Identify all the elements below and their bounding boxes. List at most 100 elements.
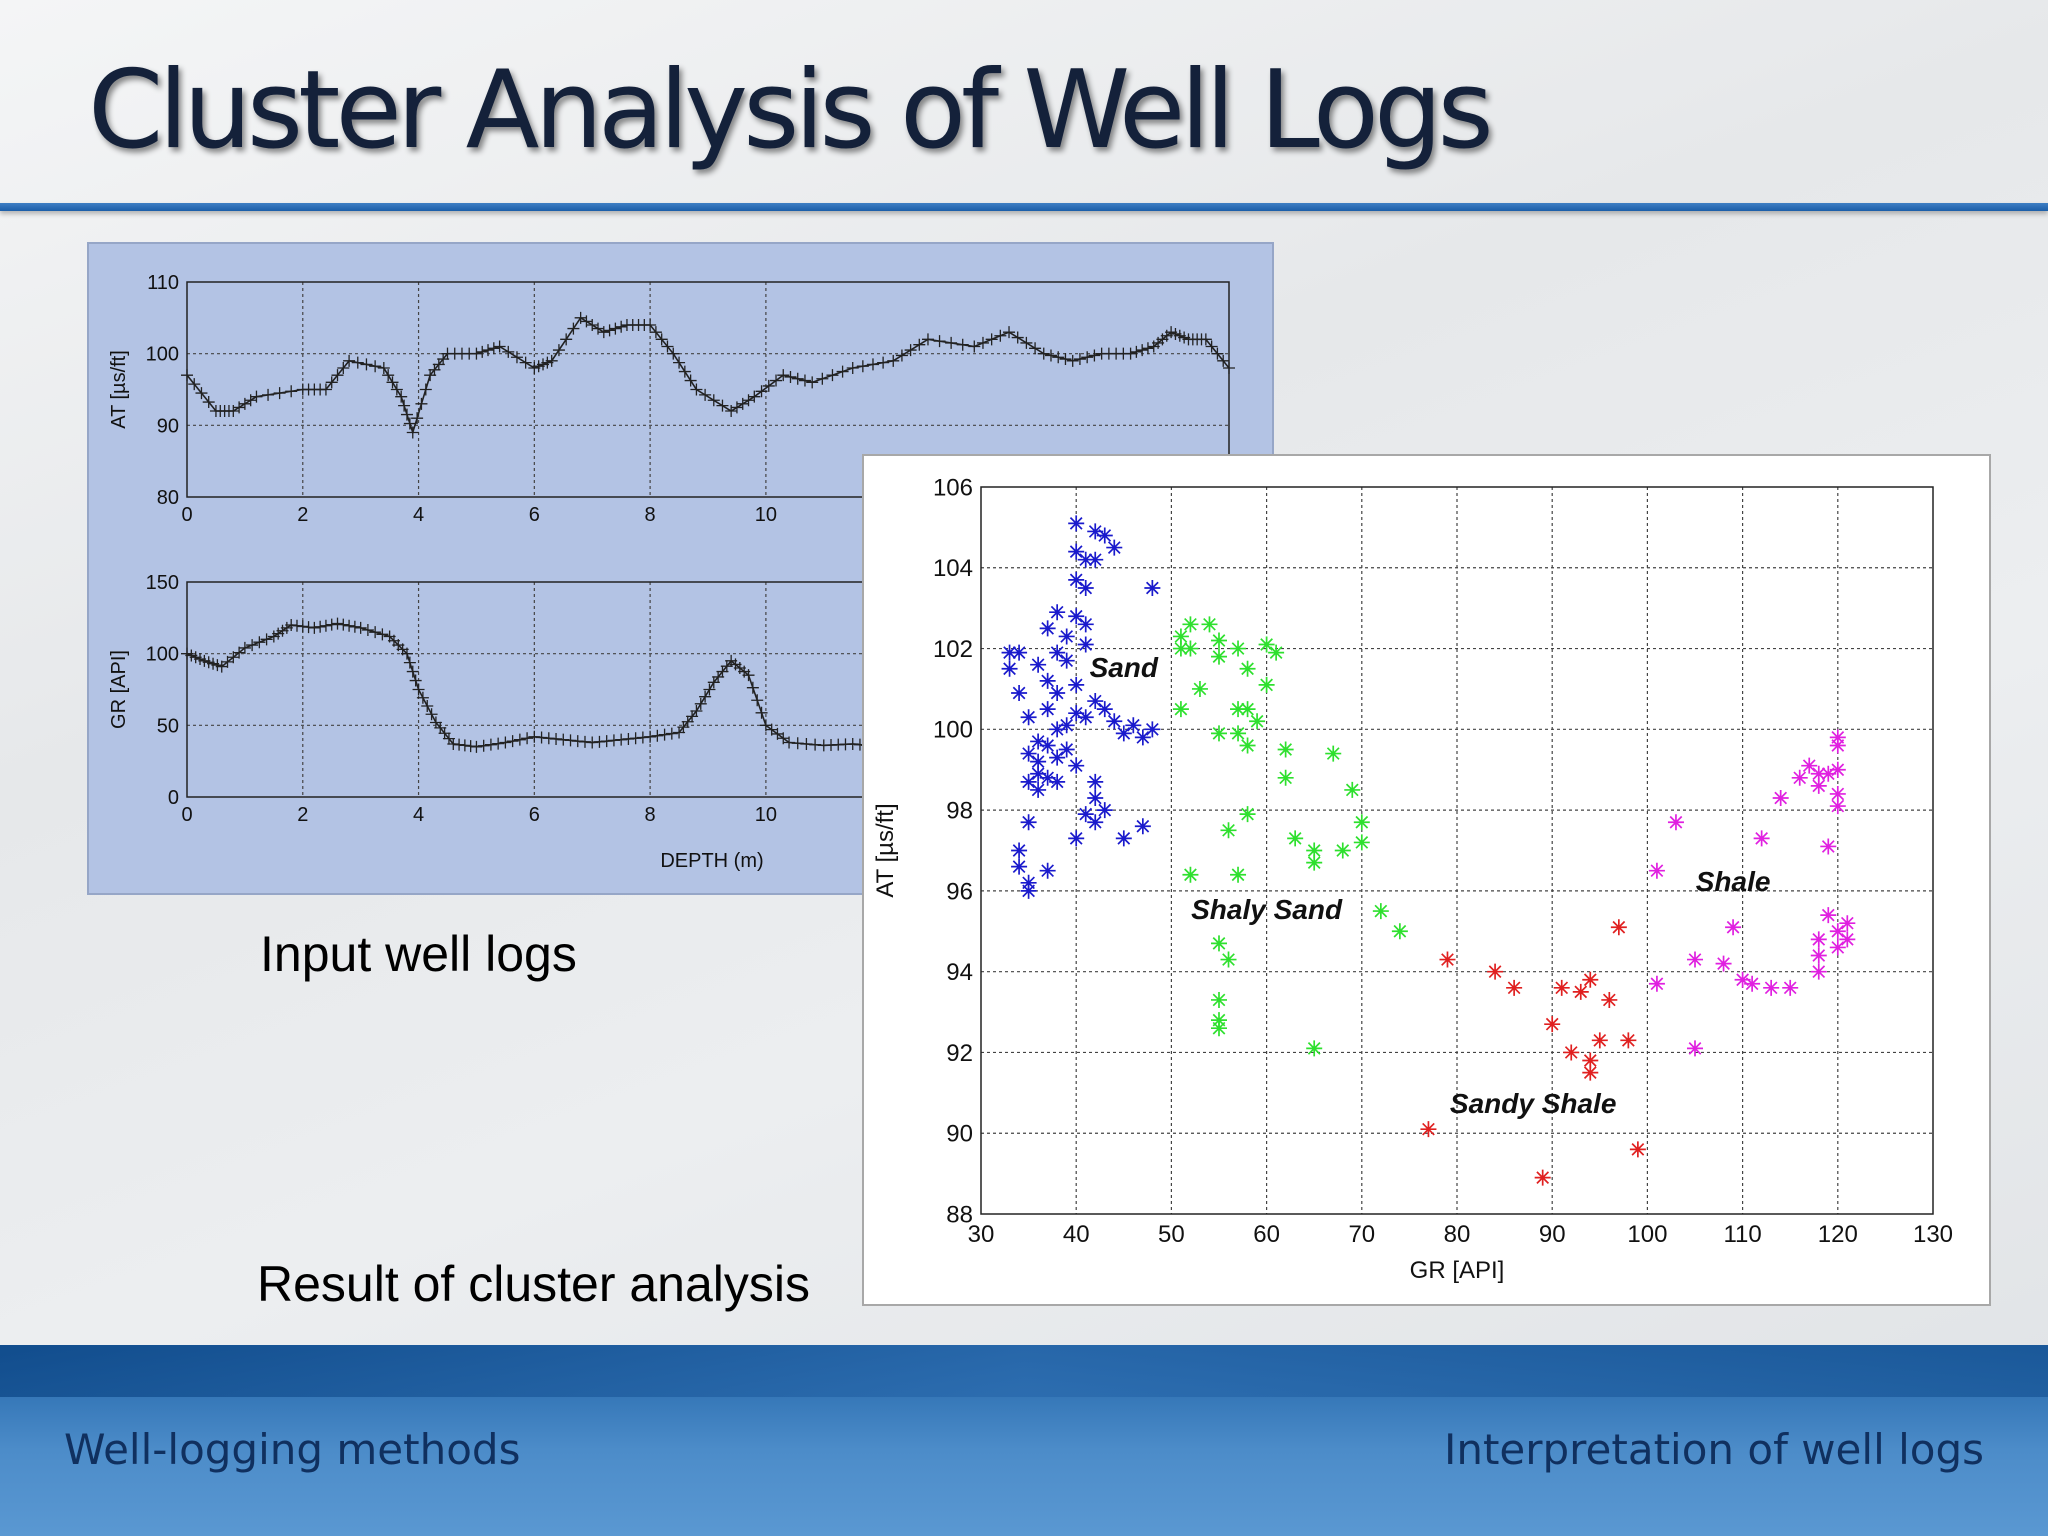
gr-log-point xyxy=(699,690,712,703)
scatter-point xyxy=(1325,745,1342,762)
cluster-scatter-chart: 30 40 50 60 70 80 90 100 110 120 130 88 90 92 94 96 98 10… xyxy=(872,474,1953,1284)
scatter-point xyxy=(1801,757,1818,774)
gr-log-point xyxy=(571,735,584,748)
gr-log-point xyxy=(470,740,483,753)
at-log-point xyxy=(755,385,768,398)
scatter-point xyxy=(1211,1012,1227,1029)
scatter-point xyxy=(1077,806,1094,823)
scatter-y-tick-label: 104 xyxy=(933,555,973,582)
at-log-point xyxy=(976,336,989,349)
at-log-point xyxy=(195,387,208,400)
at-log-point xyxy=(390,383,403,396)
at-log-point xyxy=(603,324,616,337)
at-log-point xyxy=(1136,344,1149,357)
gr-log-point xyxy=(296,620,309,633)
scatter-point xyxy=(1096,701,1113,718)
gr-log-point xyxy=(644,730,657,743)
scatter-x-axis-label: GR [API] xyxy=(1410,1257,1505,1284)
gr-log-point xyxy=(557,733,570,746)
at-log-point xyxy=(343,354,356,367)
gr-log-point xyxy=(343,619,356,632)
at-log-point xyxy=(1088,349,1101,362)
scatter-point xyxy=(1648,862,1665,879)
scatter-point xyxy=(1058,717,1075,734)
at-log-point xyxy=(904,344,917,357)
scatter-point xyxy=(1820,765,1837,782)
scatter-point xyxy=(1544,1016,1561,1033)
at-log-point xyxy=(791,372,804,385)
gr-log-markers xyxy=(181,617,888,753)
input-logs-caption: Input well logs xyxy=(260,926,577,982)
at-log-point xyxy=(806,376,819,389)
scatter-point xyxy=(1258,676,1275,693)
scatter-point xyxy=(1572,983,1589,1000)
gr-log-point xyxy=(221,655,234,668)
scatter-point xyxy=(1239,806,1256,823)
at-log-point xyxy=(545,354,558,367)
gr-log-point xyxy=(528,730,541,743)
at-log-point xyxy=(956,338,969,351)
gr-log-point xyxy=(607,734,620,747)
gr-log-point xyxy=(492,737,505,750)
gr-log-point xyxy=(308,621,321,634)
at-log-point xyxy=(377,362,390,374)
at-log-point xyxy=(777,369,790,382)
gr-log-point xyxy=(694,697,707,710)
at-log-x-tick-label: 2 xyxy=(297,504,308,526)
scatter-point xyxy=(1534,1169,1551,1186)
scatter-y-axis-label: AT [µs/ft] xyxy=(872,803,899,897)
at-log-point xyxy=(273,387,286,400)
at-log-point xyxy=(1081,351,1094,364)
at-log-point xyxy=(690,383,703,396)
gr-log-point xyxy=(593,735,606,748)
gr-log-point xyxy=(354,621,367,634)
scatter-point xyxy=(1829,737,1846,754)
gr-log-point xyxy=(809,738,822,751)
gr-log-point xyxy=(421,699,434,712)
at-log-point xyxy=(846,362,859,374)
scatter-point xyxy=(1487,963,1504,980)
scatter-point xyxy=(1582,971,1599,988)
gr-log-point xyxy=(506,735,519,748)
scatter-point xyxy=(1058,741,1075,758)
gr-log-x-tick-label: 6 xyxy=(529,804,540,826)
scatter-point xyxy=(1753,830,1770,847)
gr-log-point xyxy=(690,705,703,717)
scatter-point xyxy=(1011,842,1028,859)
scatter-point xyxy=(1020,773,1037,790)
series-shaly-sand xyxy=(1172,616,1408,1057)
gr-log-point xyxy=(319,619,332,632)
at-log-point xyxy=(552,344,565,357)
at-log-point xyxy=(510,351,523,364)
scatter-point xyxy=(1182,866,1199,883)
scatter-point xyxy=(1277,741,1294,758)
scatter-point xyxy=(1687,1040,1703,1057)
scatter-point xyxy=(1220,951,1237,968)
scatter-point xyxy=(1306,1040,1323,1057)
at-log-point xyxy=(181,369,193,382)
scatter-point xyxy=(1810,947,1827,964)
result-caption: Result of cluster analysis xyxy=(257,1256,811,1312)
scatter-x-tick-label: 30 xyxy=(968,1221,995,1248)
at-log-point xyxy=(325,376,338,389)
scatter-point xyxy=(1220,822,1237,839)
scatter-point xyxy=(1115,830,1132,847)
scatter-x-tick-label: 130 xyxy=(1913,1221,1953,1248)
gr-log-point xyxy=(409,674,422,687)
gr-log-point xyxy=(746,681,759,694)
gr-log-point xyxy=(361,624,374,637)
gr-log-point xyxy=(253,636,266,649)
scatter-point xyxy=(1049,604,1066,621)
scatter-point xyxy=(1715,955,1732,972)
slide-title: Cluster Analysis of Well Logs xyxy=(88,48,1494,173)
scatter-x-tick-label: 120 xyxy=(1818,1221,1858,1248)
gr-log-point xyxy=(564,734,577,747)
gr-log-point xyxy=(783,736,796,749)
at-log-x-tick-label: 10 xyxy=(755,504,777,526)
gr-log-y-tick-label: 150 xyxy=(146,572,179,594)
at-log-y-tick-label: 90 xyxy=(157,415,179,437)
scatter-point xyxy=(1068,515,1085,532)
gr-log-point xyxy=(302,621,315,634)
cluster-label: Shale xyxy=(1696,866,1771,897)
scatter-point xyxy=(1077,636,1094,653)
